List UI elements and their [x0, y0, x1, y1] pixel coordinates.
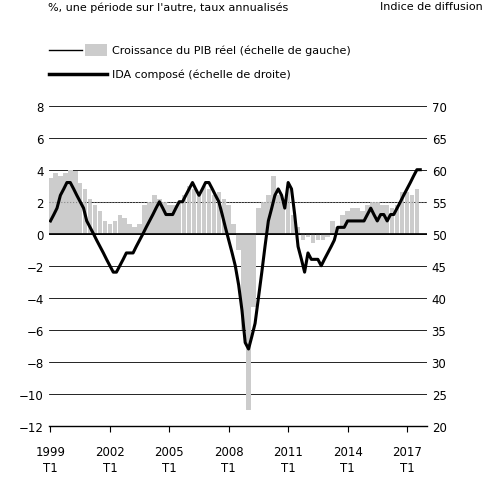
Bar: [172, 206, 176, 234]
Text: 2011: 2011: [272, 445, 302, 458]
Bar: [142, 206, 147, 234]
Bar: [241, 234, 245, 330]
Bar: [206, 190, 211, 234]
Text: T1: T1: [221, 461, 236, 473]
Bar: [285, 190, 290, 234]
Bar: [310, 234, 315, 244]
Bar: [83, 190, 87, 234]
Bar: [236, 234, 241, 250]
Bar: [320, 234, 324, 241]
Bar: [256, 209, 260, 234]
Bar: [325, 234, 330, 238]
Bar: [305, 234, 310, 238]
Bar: [103, 222, 107, 234]
Text: T1: T1: [43, 461, 58, 473]
Text: 2008: 2008: [213, 445, 243, 458]
Text: %, une période sur l'autre, taux annualisés: %, une période sur l'autre, taux annuali…: [48, 2, 288, 13]
Bar: [152, 196, 156, 234]
Bar: [345, 212, 349, 234]
Text: T1: T1: [339, 461, 354, 473]
Text: 1999: 1999: [35, 445, 65, 458]
Text: 2005: 2005: [154, 445, 184, 458]
Bar: [182, 196, 186, 234]
Bar: [414, 190, 418, 234]
Bar: [97, 212, 102, 234]
Bar: [92, 206, 97, 234]
Bar: [349, 209, 354, 234]
Bar: [315, 234, 319, 241]
Bar: [166, 206, 171, 234]
Text: 2002: 2002: [95, 445, 124, 458]
Bar: [300, 234, 304, 241]
Bar: [360, 212, 364, 234]
Bar: [379, 206, 384, 234]
Text: Indice de diffusion: Indice de diffusion: [379, 2, 482, 13]
Text: 2017: 2017: [391, 445, 421, 458]
Bar: [290, 215, 295, 234]
Bar: [147, 202, 151, 234]
Bar: [186, 186, 191, 234]
Bar: [364, 206, 369, 234]
Bar: [197, 193, 201, 234]
Bar: [48, 179, 53, 234]
Bar: [162, 202, 166, 234]
Text: T1: T1: [102, 461, 117, 473]
Bar: [211, 196, 216, 234]
Bar: [88, 199, 92, 234]
Bar: [68, 170, 73, 234]
Bar: [404, 193, 408, 234]
Bar: [117, 215, 122, 234]
Bar: [275, 196, 280, 234]
Bar: [221, 199, 226, 234]
Bar: [246, 234, 250, 410]
Bar: [266, 196, 270, 234]
Bar: [201, 186, 206, 234]
Bar: [389, 209, 393, 234]
Bar: [260, 202, 265, 234]
Bar: [384, 206, 389, 234]
Text: Croissance du PIB réel (échelle de gauche): Croissance du PIB réel (échelle de gauch…: [111, 45, 349, 56]
Bar: [330, 222, 334, 234]
Text: T1: T1: [162, 461, 176, 473]
Bar: [399, 193, 404, 234]
Bar: [112, 222, 117, 234]
Bar: [122, 218, 127, 234]
Bar: [107, 225, 112, 234]
Bar: [127, 225, 132, 234]
Bar: [271, 177, 275, 234]
Text: IDA composé (échelle de droite): IDA composé (échelle de droite): [111, 70, 290, 80]
Bar: [369, 202, 374, 234]
Text: T1: T1: [280, 461, 295, 473]
Text: T1: T1: [399, 461, 413, 473]
Bar: [409, 196, 413, 234]
Bar: [394, 206, 398, 234]
Bar: [137, 225, 142, 234]
Bar: [231, 225, 236, 234]
Bar: [335, 228, 339, 234]
Bar: [63, 174, 67, 234]
Bar: [132, 228, 136, 234]
Bar: [251, 234, 255, 308]
Bar: [73, 172, 77, 234]
Bar: [354, 209, 359, 234]
Bar: [58, 177, 62, 234]
Bar: [177, 202, 181, 234]
Bar: [295, 228, 300, 234]
Bar: [78, 183, 82, 234]
Bar: [280, 202, 285, 234]
Bar: [191, 190, 196, 234]
Bar: [340, 215, 344, 234]
Bar: [53, 174, 58, 234]
Bar: [216, 193, 221, 234]
Bar: [374, 202, 379, 234]
Bar: [157, 199, 161, 234]
Bar: [226, 206, 230, 234]
Text: 2014: 2014: [332, 445, 362, 458]
